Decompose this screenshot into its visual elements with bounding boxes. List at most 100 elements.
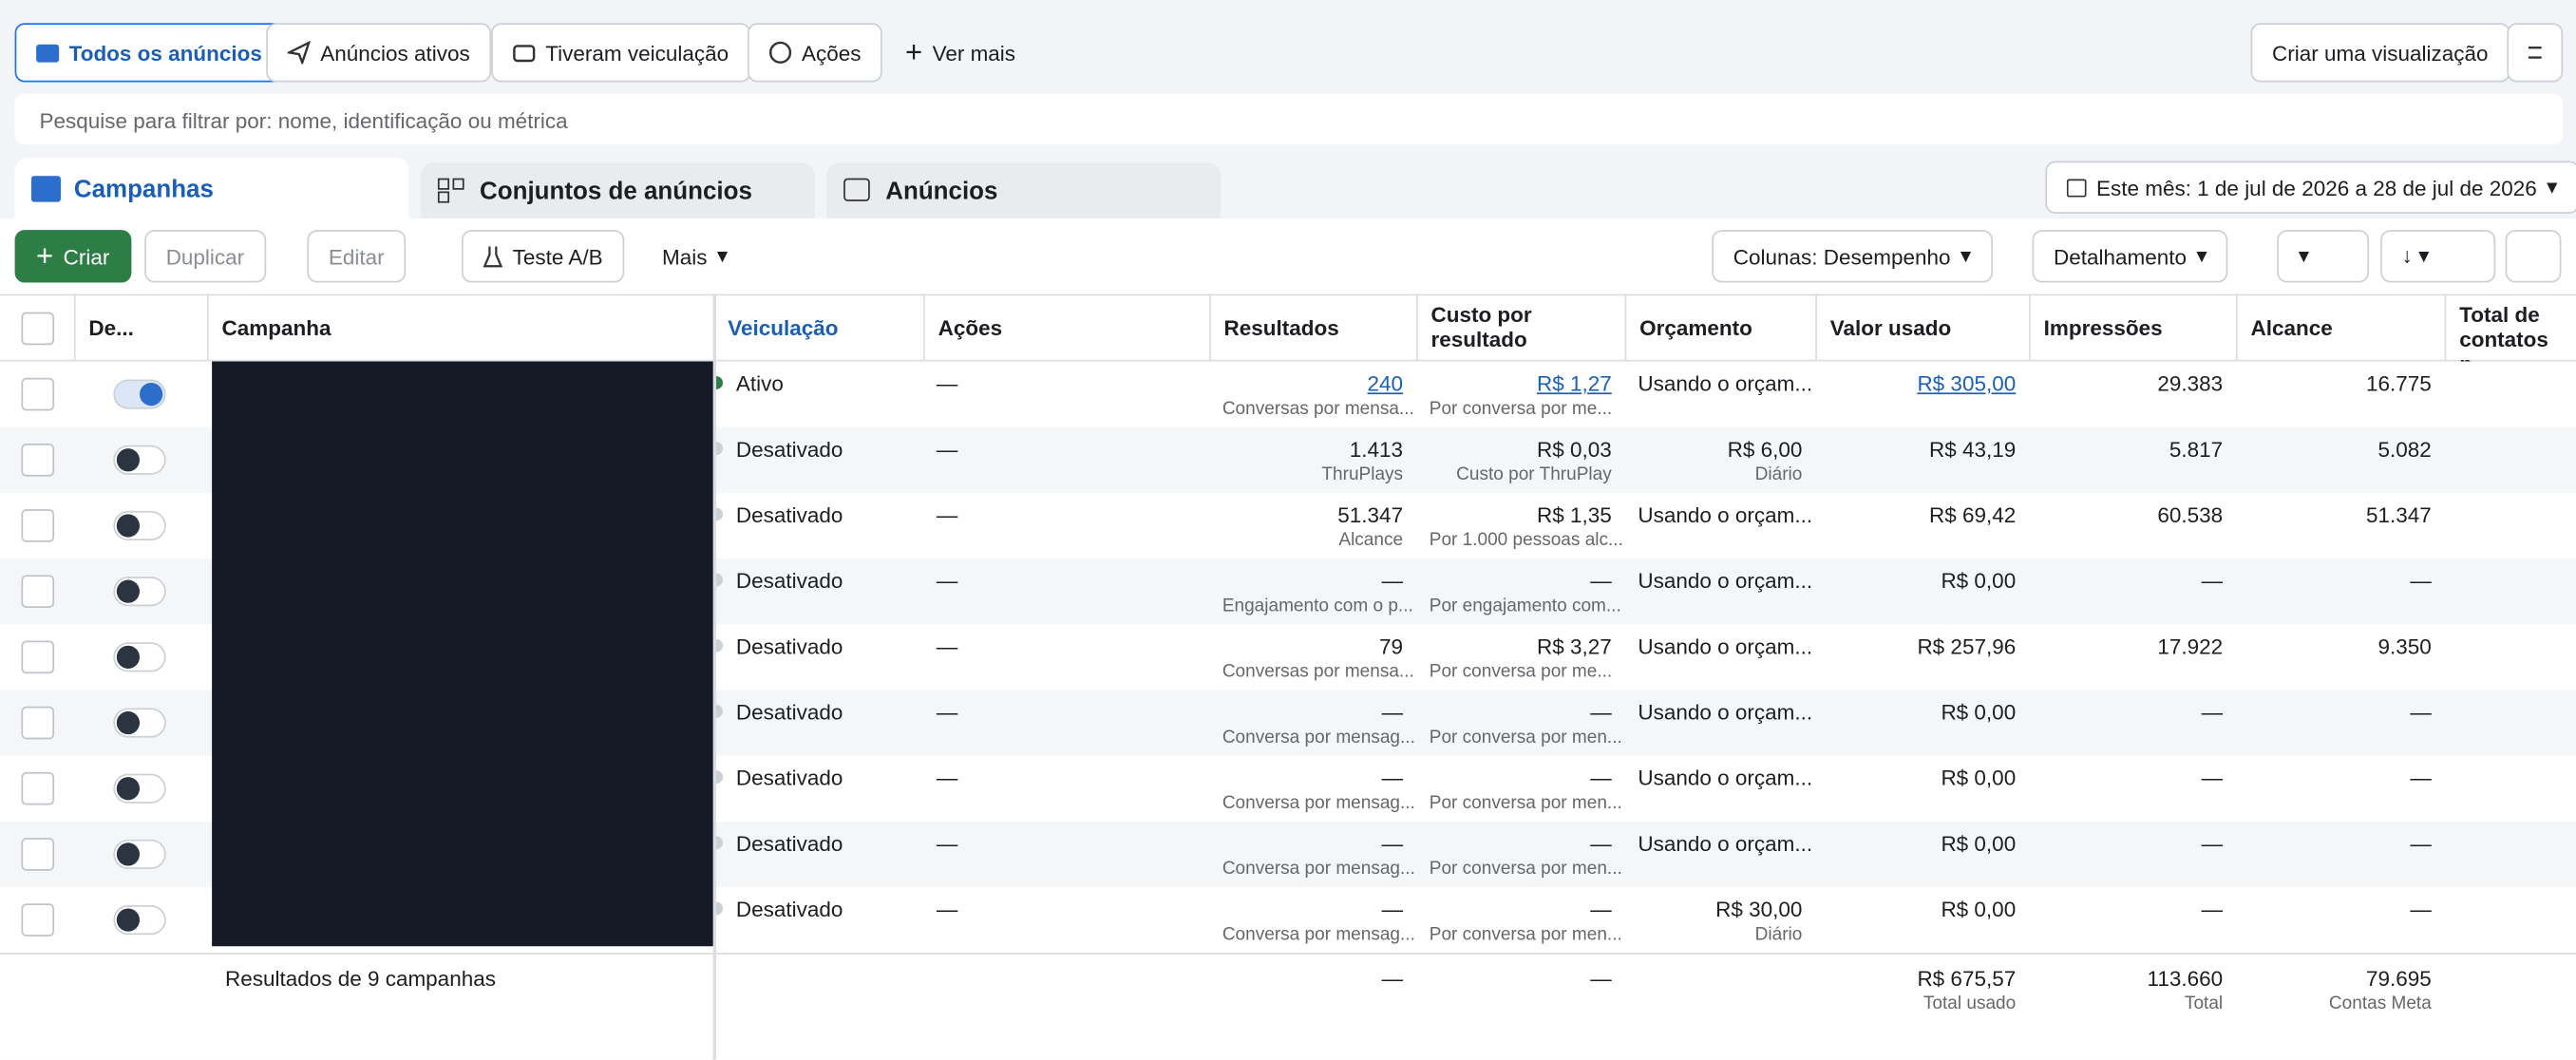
tab-ads[interactable]: Anúncios (825, 162, 1222, 219)
chart-toggle[interactable] (2505, 230, 2562, 283)
results-sub: Conversa por mensag... (1222, 859, 1415, 880)
search[interactable]: Pesquise para filtrar por: nome, identif… (14, 93, 2564, 145)
actions: — (936, 634, 958, 659)
label: Duplicar (165, 243, 245, 269)
label: Teste A/B (512, 243, 603, 269)
toggle-knob (116, 448, 141, 472)
reach: — (2410, 568, 2432, 594)
row-checkbox[interactable] (21, 706, 55, 740)
label: Anúncios ativos (320, 40, 470, 66)
reach: 51.347 (2366, 502, 2432, 528)
filter-all[interactable]: Todos os anúncios (14, 23, 284, 83)
toggle-knob (140, 382, 163, 407)
settings[interactable] (2507, 23, 2564, 83)
toggle[interactable] (113, 577, 166, 607)
row-checkbox[interactable] (21, 771, 55, 805)
results: 51.347 (1337, 502, 1404, 528)
ab-test[interactable]: Teste A/B (462, 230, 625, 283)
column-header[interactable]: Valor usado (1815, 293, 2029, 362)
label: Ações (802, 40, 862, 66)
footer-label: Resultados de 9 campanhas (224, 966, 496, 991)
create-view[interactable]: Criar uma visualização (2250, 23, 2510, 83)
column-header[interactable]: Alcance (2235, 293, 2445, 362)
row-checkbox[interactable] (21, 640, 55, 674)
actions: — (936, 502, 958, 528)
cost: R$ 1,35 (1536, 502, 1612, 528)
toggle[interactable] (113, 445, 166, 475)
label: Campanhas (73, 176, 214, 204)
label: Todos os anúncios (68, 40, 262, 66)
placeholder: Pesquise para filtrar por: nome, identif… (39, 108, 568, 134)
row-checkbox[interactable] (21, 838, 55, 871)
column-header[interactable]: Ações (923, 293, 1209, 362)
impressions: — (2201, 831, 2224, 857)
reach: — (2410, 897, 2432, 922)
label: Criar uma visualização (2272, 40, 2489, 66)
reports[interactable]: ▾ (2277, 230, 2370, 283)
tab-adsets[interactable]: Conjuntos de anúncios (420, 162, 815, 219)
column-header[interactable]: Orçamento (1624, 293, 1816, 362)
cost: R$ 3,27 (1536, 634, 1612, 659)
impressions: — (2201, 699, 2224, 725)
column-header[interactable]: Total de contatos p... (2444, 293, 2576, 362)
actions: — (936, 765, 958, 790)
budget: R$ 6,00 (1727, 437, 1803, 463)
breakdown[interactable]: Detalhamento ▾ (2032, 230, 2229, 283)
toggle[interactable] (113, 708, 166, 738)
total-impressions-sub: Total (2184, 994, 2224, 1014)
results: 240 (1367, 370, 1404, 396)
date-range[interactable]: Este mês: 1 de jul de 2026 a 28 de jul d… (2045, 161, 2576, 214)
results-sub: ThruPlays (1321, 464, 1404, 485)
column-header[interactable]: Campanha (206, 293, 713, 362)
toggle[interactable] (113, 510, 166, 541)
create[interactable]: + Criar (14, 230, 131, 283)
campaign-table: De... Campanha Veiculação Ações Resultados Cu… (0, 293, 2576, 1060)
row-checkbox[interactable] (21, 903, 55, 937)
row-checkbox[interactable] (21, 443, 55, 477)
budget: R$ 30,00 (1715, 897, 1803, 922)
row-checkbox[interactable] (21, 575, 55, 608)
export[interactable]: ↓ ▾ (2380, 230, 2496, 283)
filter-delivered[interactable]: Tiveram veiculação (491, 23, 750, 83)
tab-campaigns[interactable]: Campanhas (14, 158, 409, 224)
toggle-knob (116, 645, 141, 669)
toggle[interactable] (113, 379, 166, 409)
columns[interactable]: Colunas: Desempenho ▾ (1712, 230, 1993, 283)
impressions: — (2201, 568, 2224, 594)
actions: — (936, 568, 958, 594)
column-header[interactable]: Veiculação (712, 293, 923, 362)
cost-sub: Por conversa por men... (1429, 793, 1622, 814)
status: Desativado (735, 897, 843, 922)
filter-actions[interactable]: Ações (747, 23, 883, 83)
row-checkbox[interactable] (21, 509, 55, 542)
duplicate[interactable]: Duplicar (144, 230, 266, 283)
column-header[interactable]: Impressões (2029, 293, 2236, 362)
toggle[interactable] (113, 642, 166, 672)
column-header[interactable]: Resultados (1208, 293, 1416, 362)
column-header[interactable]: Custo por resultado (1415, 293, 1625, 362)
cost-sub: Por conversa por men... (1429, 924, 1622, 945)
total-cost: — (1590, 966, 1612, 991)
spent: R$ 0,00 (1941, 831, 2017, 857)
edit[interactable]: Editar (307, 230, 407, 283)
more[interactable]: Mais ▾ (640, 230, 749, 283)
spent: R$ 0,00 (1941, 568, 2017, 594)
toggle-knob (116, 908, 141, 932)
total-reach: 79.695 (2366, 966, 2432, 991)
status: Desativado (735, 634, 843, 659)
spent: R$ 0,00 (1941, 699, 2017, 725)
campaign-names-redacted (212, 361, 715, 947)
filter-active[interactable]: Anúncios ativos (266, 23, 492, 83)
row-checkbox[interactable] (21, 377, 55, 411)
see-more[interactable]: + Ver mais (884, 23, 1037, 82)
toggle[interactable] (113, 905, 166, 936)
cost: — (1590, 831, 1612, 857)
column-header[interactable]: De... (73, 293, 207, 362)
toggle[interactable] (113, 839, 166, 869)
cost-sub: Por conversa por men... (1429, 728, 1622, 748)
toggle[interactable] (113, 773, 166, 804)
header-row (0, 293, 2576, 362)
results: 1.413 (1349, 437, 1404, 463)
caret: ▾ (2196, 242, 2207, 268)
cost: — (1590, 897, 1612, 922)
